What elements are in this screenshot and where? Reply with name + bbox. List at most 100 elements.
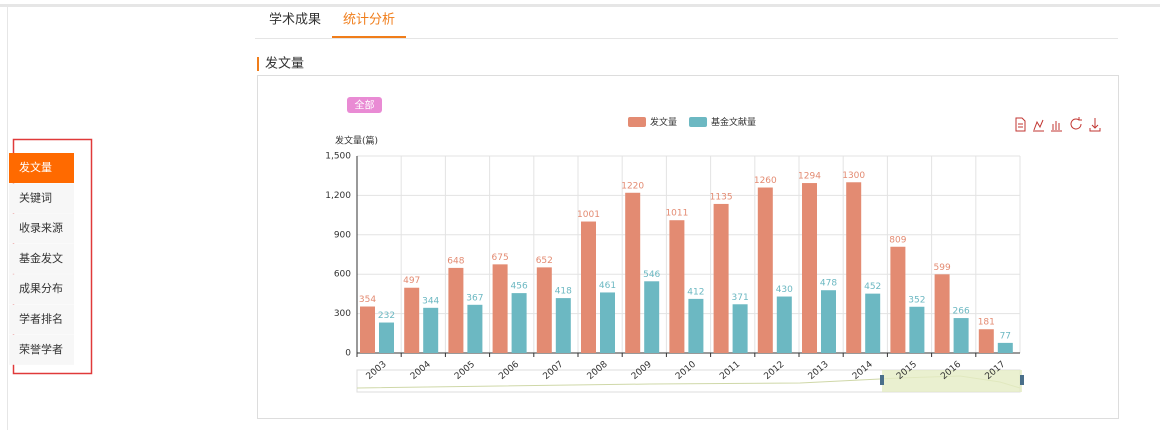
- bar-value-label: 546: [643, 270, 660, 280]
- bar-value-label: 1300: [842, 171, 865, 181]
- tool-data-view[interactable]: [1015, 117, 1026, 132]
- bar[interactable]: [997, 342, 1013, 353]
- bar[interactable]: [625, 192, 641, 353]
- bar-value-label: 354: [359, 295, 376, 305]
- bar[interactable]: [360, 306, 375, 353]
- tool-line[interactable]: [1033, 119, 1044, 132]
- bar[interactable]: [776, 296, 792, 353]
- bar-value-label: 412: [687, 287, 704, 297]
- bar[interactable]: [865, 293, 881, 353]
- bar-value-label: 1294: [798, 172, 821, 182]
- legend-swatch[interactable]: [689, 117, 708, 127]
- sidebar-label[interactable]: 学者排名: [19, 312, 63, 326]
- toolbox: [1015, 117, 1101, 132]
- filter-badge-label[interactable]: 全部: [355, 99, 375, 112]
- bar[interactable]: [555, 298, 571, 353]
- bar[interactable]: [423, 307, 439, 353]
- bar[interactable]: [669, 220, 685, 353]
- sidebar-item[interactable]: [9, 153, 74, 183]
- bar[interactable]: [536, 267, 552, 353]
- bar[interactable]: [934, 274, 950, 353]
- sidebar-item[interactable]: [9, 304, 74, 335]
- legend-label[interactable]: 发文量: [650, 116, 677, 128]
- sidebar-label[interactable]: 成果分布: [19, 282, 63, 295]
- y-tick-label: 300: [334, 309, 351, 319]
- sidebar-item[interactable]: [9, 213, 74, 244]
- bar-value-label: 430: [776, 285, 793, 295]
- bar-value-label: 1011: [665, 209, 688, 219]
- bar[interactable]: [600, 292, 615, 353]
- x-tick-label: 2010: [674, 359, 698, 382]
- x-tick-label: 2004: [409, 359, 433, 382]
- x-tick-label: 2005: [453, 360, 477, 382]
- x-tick-label: 2007: [541, 360, 565, 382]
- bar[interactable]: [978, 329, 994, 353]
- bar-value-label: 266: [953, 307, 970, 317]
- bar-value-label: 371: [732, 293, 749, 303]
- bar-value-label: 367: [466, 293, 483, 303]
- bar[interactable]: [404, 287, 420, 353]
- bar[interactable]: [953, 318, 969, 353]
- sidebar-item[interactable]: [9, 334, 74, 365]
- x-tick-label: 2014: [851, 359, 875, 382]
- legend-swatch[interactable]: [628, 117, 646, 127]
- tool-restore[interactable]: [1070, 117, 1082, 130]
- bar-value-label: 452: [864, 282, 881, 292]
- bar[interactable]: [379, 322, 394, 353]
- chart-box: [257, 75, 1119, 419]
- tab[interactable]: 统计分析: [343, 13, 395, 28]
- bar[interactable]: [713, 203, 729, 353]
- zoom-handle[interactable]: [1020, 375, 1024, 385]
- y-axis-label: 发文量(篇): [335, 135, 378, 147]
- y-tick-label: 600: [334, 270, 351, 280]
- bar-value-label: 344: [422, 296, 439, 306]
- legend-label[interactable]: 基金文献量: [711, 116, 756, 128]
- bar[interactable]: [821, 290, 836, 353]
- filter-badge[interactable]: [347, 97, 382, 113]
- sidebar-item[interactable]: [9, 183, 74, 214]
- zoom-handle[interactable]: [880, 375, 884, 385]
- zoom-window[interactable]: [882, 370, 1022, 392]
- bar[interactable]: [511, 293, 527, 353]
- sidebar-label[interactable]: 发文量: [19, 160, 52, 174]
- bar[interactable]: [846, 182, 862, 353]
- bar[interactable]: [448, 267, 464, 353]
- bar[interactable]: [644, 281, 660, 353]
- bar[interactable]: [802, 183, 817, 353]
- sidebar-label[interactable]: 荣誉学者: [19, 342, 63, 356]
- bar[interactable]: [890, 246, 906, 353]
- bar[interactable]: [492, 264, 508, 353]
- bar-value-label: 809: [889, 235, 906, 245]
- bar-value-label: 1260: [754, 176, 777, 186]
- sidebar-label[interactable]: 收录来源: [19, 221, 63, 235]
- tool-save[interactable]: [1089, 118, 1101, 132]
- x-tick-label: 2011: [718, 360, 742, 382]
- bar-value-label: 478: [820, 279, 837, 289]
- bar-value-label: 1135: [710, 192, 733, 202]
- sidebar-item[interactable]: [9, 274, 74, 305]
- bar-value-label: 232: [378, 311, 395, 321]
- bar[interactable]: [688, 298, 704, 353]
- bar-value-label: 1001: [577, 210, 600, 220]
- sidebar-label[interactable]: 关键词: [19, 190, 52, 204]
- bar-value-label: 352: [908, 295, 925, 305]
- y-tick-label: 1,200: [325, 191, 351, 201]
- sidebar-label[interactable]: 基金发文: [19, 251, 63, 265]
- bar[interactable]: [732, 304, 748, 353]
- sidebar-item[interactable]: [9, 243, 74, 274]
- tool-bar[interactable]: [1051, 121, 1062, 132]
- y-tick-label: 0: [345, 349, 351, 359]
- bar-value-label: 181: [978, 318, 995, 328]
- tab-underline: [332, 36, 406, 38]
- tab[interactable]: 学术成果: [269, 12, 321, 28]
- bar[interactable]: [757, 187, 773, 353]
- bar[interactable]: [467, 304, 483, 353]
- bar-value-label: 675: [492, 253, 509, 263]
- bar-value-label: 652: [536, 256, 553, 266]
- x-tick-label: 2008: [586, 359, 610, 382]
- section-marker: [257, 57, 259, 71]
- bar[interactable]: [581, 221, 596, 353]
- section-title: 发文量: [265, 56, 304, 72]
- bar[interactable]: [909, 306, 925, 353]
